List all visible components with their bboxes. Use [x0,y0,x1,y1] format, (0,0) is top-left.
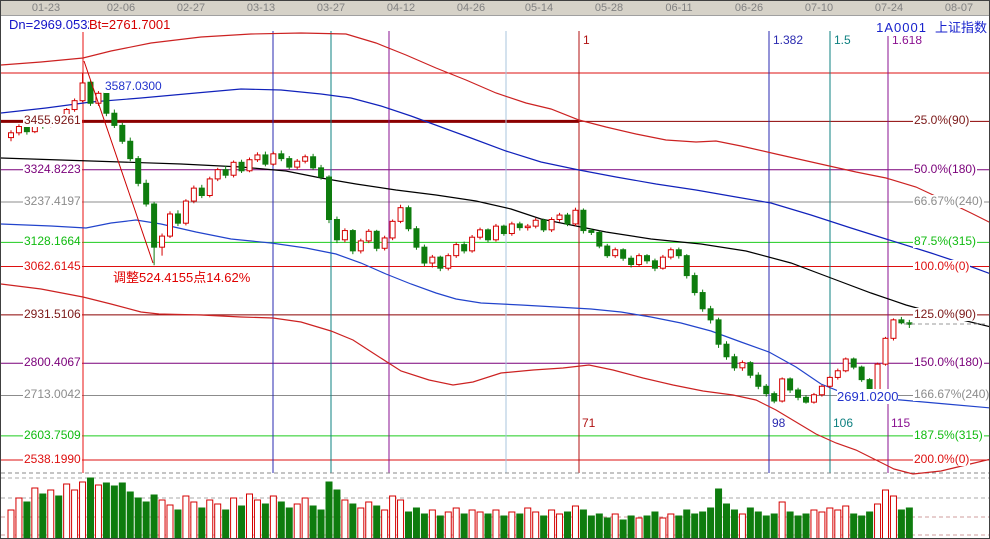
date-label: 08-07 [944,2,974,14]
date-label: 04-26 [456,2,486,14]
date-label: 01-23 [31,2,61,14]
date-label: 05-28 [594,2,624,14]
red-lower-band [1,283,989,475]
date-label: 06-11 [665,2,693,14]
red-upper-band [1,32,989,223]
date-label: 05-14 [524,2,554,14]
date-label: 03-27 [316,2,346,14]
blue-ma-slow [1,219,989,409]
date-label: 02-06 [106,2,136,14]
blue-ma-fast [1,88,989,274]
date-axis: 01-23 02-06 02-27 03-13 03-27 04-12 04-26 05-14… [1,1,989,16]
date-label: 07-24 [874,2,904,14]
date-label: 03-13 [246,2,276,14]
date-label: 07-10 [804,2,834,14]
date-label: 04-12 [386,2,416,14]
date-label: 06-26 [734,2,764,14]
date-label: 02-27 [176,2,206,14]
